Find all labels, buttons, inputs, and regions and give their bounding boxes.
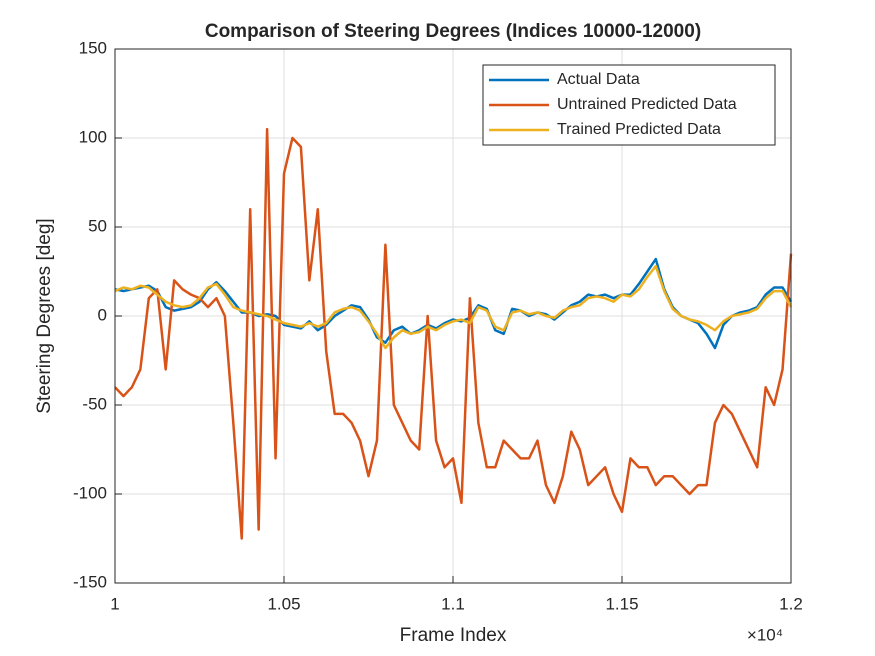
y-tick-label: 0	[98, 305, 107, 324]
x-tick-label: 1.05	[267, 594, 300, 613]
y-tick-label: 150	[79, 38, 107, 57]
y-tick-label: -150	[73, 572, 107, 591]
x-exponent-label: ×10⁴	[747, 625, 783, 644]
x-tick-label: 1.1	[441, 594, 465, 613]
chart-title: Comparison of Steering Degrees (Indices …	[205, 21, 701, 42]
x-tick-label: 1	[110, 594, 119, 613]
legend-label: Trained Predicted Data	[557, 121, 721, 138]
y-tick-label: 50	[88, 216, 107, 235]
y-tick-label: -50	[82, 394, 107, 413]
y-axis-label: Steering Degrees [deg]	[34, 218, 55, 413]
y-tick-label: -100	[73, 483, 107, 502]
y-tick-label: 100	[79, 127, 107, 146]
legend-label: Actual Data	[557, 71, 640, 88]
legend-label: Untrained Predicted Data	[557, 96, 737, 113]
x-axis-label: Frame Index	[400, 625, 507, 646]
x-tick-label: 1.2	[779, 594, 803, 613]
x-tick-label: 1.15	[605, 594, 638, 613]
plot-frame	[114, 48, 792, 584]
data-line	[114, 264, 793, 350]
data-line	[114, 127, 793, 540]
